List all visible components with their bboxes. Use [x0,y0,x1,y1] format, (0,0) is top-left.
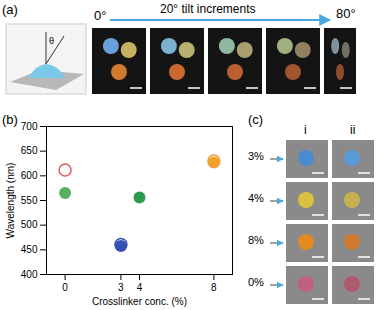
svg-text:500: 500 [21,219,38,230]
html-text:(a): (a) [2,2,18,17]
svg-text:3: 3 [118,282,124,293]
svg-text:Crosslinker conc. (%): Crosslinker conc. (%) [92,296,187,307]
html-text:(b): (b) [2,112,18,127]
html-text:3%: 3% [248,150,264,162]
html-text:θ: θ [49,36,54,46]
svg-text:600: 600 [21,170,38,181]
html-text:(c): (c) [248,112,264,127]
svg-text:700: 700 [21,121,38,132]
html-text:20° tilt increments: 20° tilt increments [160,2,256,16]
svg-text:650: 650 [21,145,38,156]
html-text:0%: 0% [248,276,264,288]
html-text:8%: 8% [248,234,264,246]
svg-text:8: 8 [211,282,217,293]
svg-text:4: 4 [137,282,143,293]
svg-text:550: 550 [21,195,38,206]
html-text:i: i [304,123,307,137]
svg-text:0: 0 [62,282,68,293]
svg-text:450: 450 [21,244,38,255]
html-text:80°: 80° [336,6,356,21]
html-text:ii: ii [350,123,356,137]
html-text:0°: 0° [94,8,107,23]
html-text:4%: 4% [248,192,264,204]
svg-text:Wavelength (nm): Wavelength (nm) [5,163,16,239]
svg-text:400: 400 [21,269,38,280]
